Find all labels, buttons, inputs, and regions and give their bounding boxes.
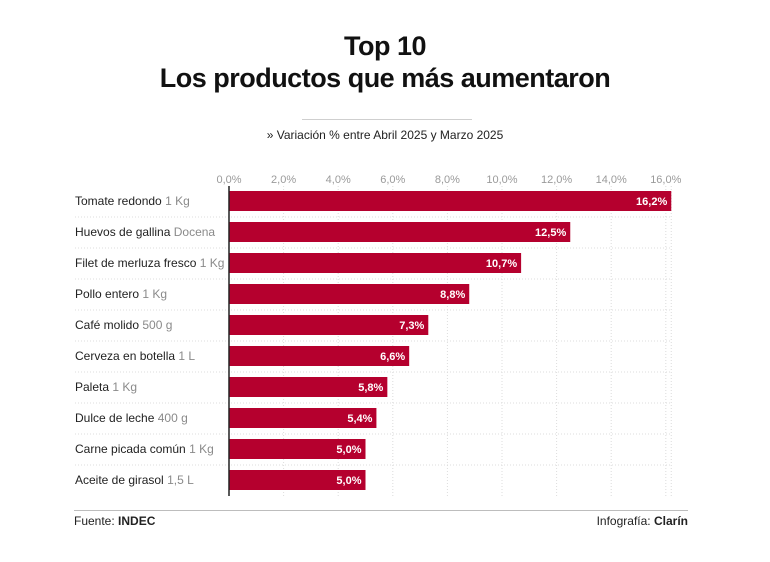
- category-unit: 1 Kg: [112, 380, 137, 394]
- x-tick-label: 2,0%: [271, 174, 296, 186]
- category-label: Pollo entero 1 Kg: [75, 287, 167, 301]
- x-tick-label: 4,0%: [326, 174, 351, 186]
- bar: [229, 408, 377, 428]
- category-label: Dulce de leche 400 g: [75, 411, 188, 425]
- x-tick-label: 8,0%: [435, 174, 460, 186]
- category-label: Huevos de gallina Docena: [75, 225, 215, 239]
- bar-value-label: 6,6%: [380, 351, 405, 363]
- category-name: Cerveza en botella: [75, 349, 178, 363]
- source-note: Fuente: INDEC: [74, 514, 155, 528]
- bar: [229, 222, 571, 242]
- bar-value-label: 5,0%: [336, 444, 361, 456]
- x-tick-label: 10,0%: [486, 174, 517, 186]
- chart-title-line2: Los productos que más aumentaron: [159, 63, 611, 93]
- category-label: Tomate redondo 1 Kg: [75, 194, 190, 208]
- credit-label: Infografía:: [596, 514, 651, 528]
- bar: [229, 377, 388, 397]
- bar: [229, 253, 522, 273]
- category-unit: 500 g: [142, 318, 172, 332]
- category-label: Filet de merluza fresco 1 Kg: [75, 256, 224, 270]
- x-tick-label: 16,0%: [650, 174, 681, 186]
- category-name: Pollo entero: [75, 287, 142, 301]
- bar-value-label: 8,8%: [440, 289, 465, 301]
- category-name: Tomate redondo: [75, 194, 165, 208]
- bar: [229, 191, 672, 211]
- bar-value-label: 5,0%: [336, 475, 361, 487]
- category-label: Cerveza en botella 1 L: [75, 349, 195, 363]
- source-value: INDEC: [118, 514, 156, 528]
- bar: [229, 284, 470, 304]
- footer-divider: [74, 510, 688, 511]
- bar: [229, 470, 366, 490]
- bar-value-label: 5,4%: [347, 413, 372, 425]
- credit-value: Clarín: [653, 514, 688, 528]
- chart-title-line1: Top 10: [343, 31, 427, 61]
- x-tick-label: 6,0%: [380, 174, 405, 186]
- bar-value-label: 12,5%: [535, 227, 566, 239]
- source-label: Fuente:: [74, 514, 115, 528]
- category-unit: 1 Kg: [165, 194, 190, 208]
- bar: [229, 346, 410, 366]
- category-label: Café molido 500 g: [75, 318, 172, 332]
- category-name: Huevos de gallina: [75, 225, 174, 239]
- category-name: Paleta: [75, 380, 112, 394]
- bar: [229, 315, 429, 335]
- category-unit: 400 g: [158, 411, 188, 425]
- x-tick-label: 14,0%: [596, 174, 627, 186]
- category-name: Aceite de girasol: [75, 473, 167, 487]
- category-name: Filet de merluza fresco: [75, 256, 200, 270]
- category-name: Dulce de leche: [75, 411, 158, 425]
- bar: [229, 439, 366, 459]
- x-tick-label: 0,0%: [216, 174, 241, 186]
- category-label: Paleta 1 Kg: [75, 380, 137, 394]
- category-unit: Docena: [174, 225, 216, 239]
- category-unit: 1 Kg: [189, 442, 214, 456]
- category-label: Aceite de girasol 1,5 L: [75, 473, 194, 487]
- category-unit: 1 Kg: [200, 256, 225, 270]
- bar-value-label: 5,8%: [358, 382, 383, 394]
- category-name: Café molido: [75, 318, 142, 332]
- bar-value-label: 10,7%: [486, 258, 517, 270]
- chart-subtitle: » Variación % entre Abril 2025 y Marzo 2…: [266, 128, 504, 142]
- title-divider: [302, 119, 472, 120]
- credit-note: Infografía: Clarín: [597, 514, 688, 528]
- category-label: Carne picada común 1 Kg: [75, 442, 214, 456]
- bar-value-label: 16,2%: [636, 196, 667, 208]
- category-name: Carne picada común: [75, 442, 189, 456]
- bar-value-label: 7,3%: [399, 320, 424, 332]
- category-unit: 1,5 L: [167, 473, 194, 487]
- x-tick-label: 12,0%: [541, 174, 572, 186]
- category-unit: 1 L: [178, 349, 195, 363]
- category-unit: 1 Kg: [142, 287, 167, 301]
